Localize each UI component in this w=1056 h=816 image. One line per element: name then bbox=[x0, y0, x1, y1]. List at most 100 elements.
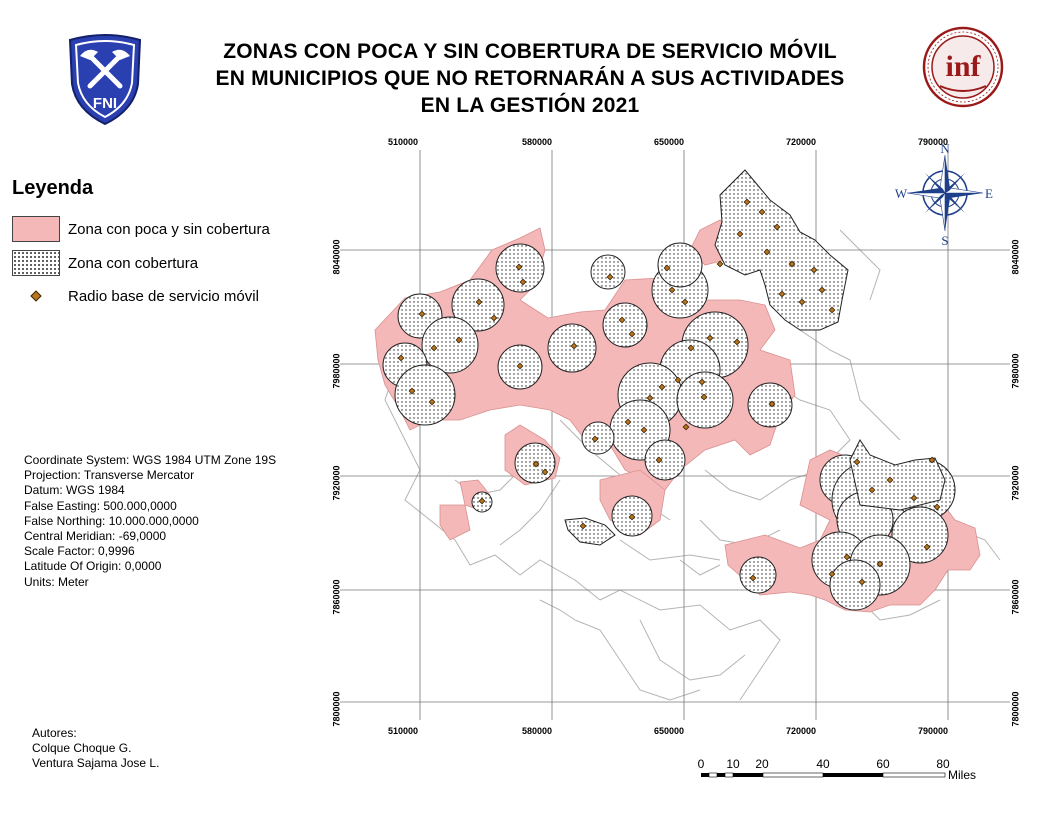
radio-base-marker bbox=[646, 394, 654, 402]
radio-base-marker bbox=[663, 264, 671, 272]
radio-base-marker bbox=[743, 198, 751, 206]
legend-label-radio-base: Radio base de servicio móvil bbox=[68, 287, 259, 305]
radio-base-marker bbox=[430, 344, 438, 352]
map-title: ZONAS CON POCA Y SIN COBERTURA DE SERVIC… bbox=[150, 38, 910, 119]
radio-base-marker bbox=[570, 342, 578, 350]
legend-swatch-poca bbox=[12, 216, 60, 242]
coord-line: Projection: Transverse Mercator bbox=[24, 468, 195, 483]
coord-line: Central Meridian: -69,0000 bbox=[24, 529, 167, 544]
radio-base-marker bbox=[698, 378, 706, 386]
inf-logo-text: inf bbox=[945, 50, 981, 83]
coord-line: Scale Factor: 0,9996 bbox=[24, 544, 135, 559]
easting-label-top: 650000 bbox=[654, 137, 685, 147]
authors-heading: Autores: bbox=[32, 726, 77, 740]
radio-base-marker bbox=[933, 503, 941, 511]
scale-tick-label: 40 bbox=[816, 757, 830, 771]
radio-base-marker bbox=[853, 458, 861, 466]
radio-base-marker bbox=[418, 310, 426, 318]
radio-base-marker bbox=[876, 560, 884, 568]
radio-base-marker bbox=[758, 208, 766, 216]
easting-label-bottom: 510000 bbox=[388, 726, 419, 736]
author-name: Ventura Sajama Jose L. bbox=[32, 756, 160, 771]
radio-base-marker bbox=[733, 338, 741, 346]
radio-base-marker bbox=[628, 330, 636, 338]
easting-label-bottom: 790000 bbox=[918, 726, 949, 736]
title-line-3: EN LA GESTIÓN 2021 bbox=[420, 94, 640, 117]
radio-base-marker bbox=[478, 497, 486, 505]
radio-base-marker bbox=[828, 306, 836, 314]
radio-base-marker bbox=[674, 376, 682, 384]
radio-base-marker bbox=[788, 260, 796, 268]
legend-swatch-cobertura bbox=[12, 250, 60, 276]
coord-line: Datum: WGS 1984 bbox=[24, 483, 125, 498]
radio-base-marker bbox=[624, 418, 632, 426]
inf-logo: inf bbox=[922, 26, 1004, 108]
legend-item-poca-cobertura: Zona con poca y sin cobertura bbox=[12, 216, 270, 242]
title-line-2: EN MUNICIPIOS QUE NO RETORNARÁN A SUS AC… bbox=[215, 67, 845, 90]
title-line-1: ZONAS CON POCA Y SIN COBERTURA DE SERVIC… bbox=[223, 40, 837, 63]
radio-base-marker bbox=[716, 260, 724, 268]
compass-s: S bbox=[941, 233, 948, 248]
legend-label-poca: Zona con poca y sin cobertura bbox=[68, 220, 270, 238]
coord-line: False Easting: 500.000,0000 bbox=[24, 498, 177, 513]
radio-base-marker bbox=[668, 286, 676, 294]
radio-base-marker bbox=[541, 468, 549, 476]
scale-tick-label: 80 bbox=[936, 757, 950, 771]
authors: Autores: Colque Choque G. Ventura Sajama… bbox=[32, 726, 159, 772]
radio-base-marker bbox=[628, 513, 636, 521]
radio-base-marker bbox=[397, 354, 405, 362]
radio-base-marker bbox=[682, 423, 690, 431]
easting-label-top: 510000 bbox=[388, 137, 419, 147]
legend-item-cobertura: Zona con cobertura bbox=[12, 250, 198, 276]
radio-base-marker bbox=[763, 248, 771, 256]
coord-line: False Northing: 10.000.000,0000 bbox=[24, 513, 199, 528]
fni-logo-text: FNI bbox=[93, 95, 117, 112]
radio-base-marker bbox=[579, 522, 587, 530]
radio-base-marker bbox=[655, 456, 663, 464]
radio-base-marker bbox=[843, 553, 851, 561]
radio-base-marker bbox=[428, 398, 436, 406]
legend-item-radio-base: Radio base de servicio móvil bbox=[12, 286, 259, 306]
radio-base-marker bbox=[868, 486, 876, 494]
easting-label-top: 790000 bbox=[918, 137, 949, 147]
scale-bar-labels: 0 10 20 40 60 80 bbox=[0, 757, 1056, 773]
scale-tick-label: 60 bbox=[876, 757, 890, 771]
radio-base-marker bbox=[516, 362, 524, 370]
legend-title: Leyenda bbox=[12, 177, 94, 199]
easting-label-bottom: 720000 bbox=[786, 726, 817, 736]
radio-base-marker bbox=[798, 298, 806, 306]
radio-base-marker bbox=[810, 266, 818, 274]
radio-base-marker bbox=[828, 570, 836, 578]
radio-base-marker bbox=[700, 393, 708, 401]
radio-base-marker bbox=[773, 223, 781, 231]
compass-e: E bbox=[985, 186, 993, 201]
radio-base-marker bbox=[591, 435, 599, 443]
scale-unit: Miles bbox=[948, 768, 977, 782]
radio-base-marker bbox=[928, 456, 936, 464]
radio-base-marker bbox=[606, 273, 614, 281]
scale-tick-label: 0 bbox=[697, 757, 705, 771]
radio-base-marker bbox=[706, 334, 714, 342]
radio-base-marker bbox=[408, 387, 416, 395]
legend-label-cobertura: Zona con cobertura bbox=[68, 254, 199, 272]
coord-line: Coordinate System: WGS 1984 UTM Zone 19S bbox=[24, 453, 277, 467]
radio-base-marker bbox=[475, 298, 483, 306]
radio-base-marker bbox=[749, 574, 757, 582]
radio-base-marker bbox=[658, 383, 666, 391]
coord-line: Units: Meter bbox=[24, 574, 89, 589]
radio-base-marker bbox=[858, 578, 866, 586]
radio-base-marker bbox=[640, 426, 648, 434]
radio-base-marker bbox=[681, 298, 689, 306]
fni-logo: FNI bbox=[68, 34, 142, 126]
easting-label-bottom: 650000 bbox=[654, 726, 685, 736]
zones-cobertura bbox=[382, 169, 956, 611]
author-name: Colque Choque G. bbox=[32, 741, 132, 756]
radio-base-marker bbox=[687, 344, 695, 352]
radio-base-marker bbox=[515, 263, 523, 271]
easting-label-bottom: 580000 bbox=[522, 726, 553, 736]
radio-base-marker bbox=[886, 476, 894, 484]
compass-n: N bbox=[940, 141, 950, 156]
north-arrow: N S E W bbox=[895, 141, 993, 248]
easting-label-top: 720000 bbox=[786, 137, 817, 147]
